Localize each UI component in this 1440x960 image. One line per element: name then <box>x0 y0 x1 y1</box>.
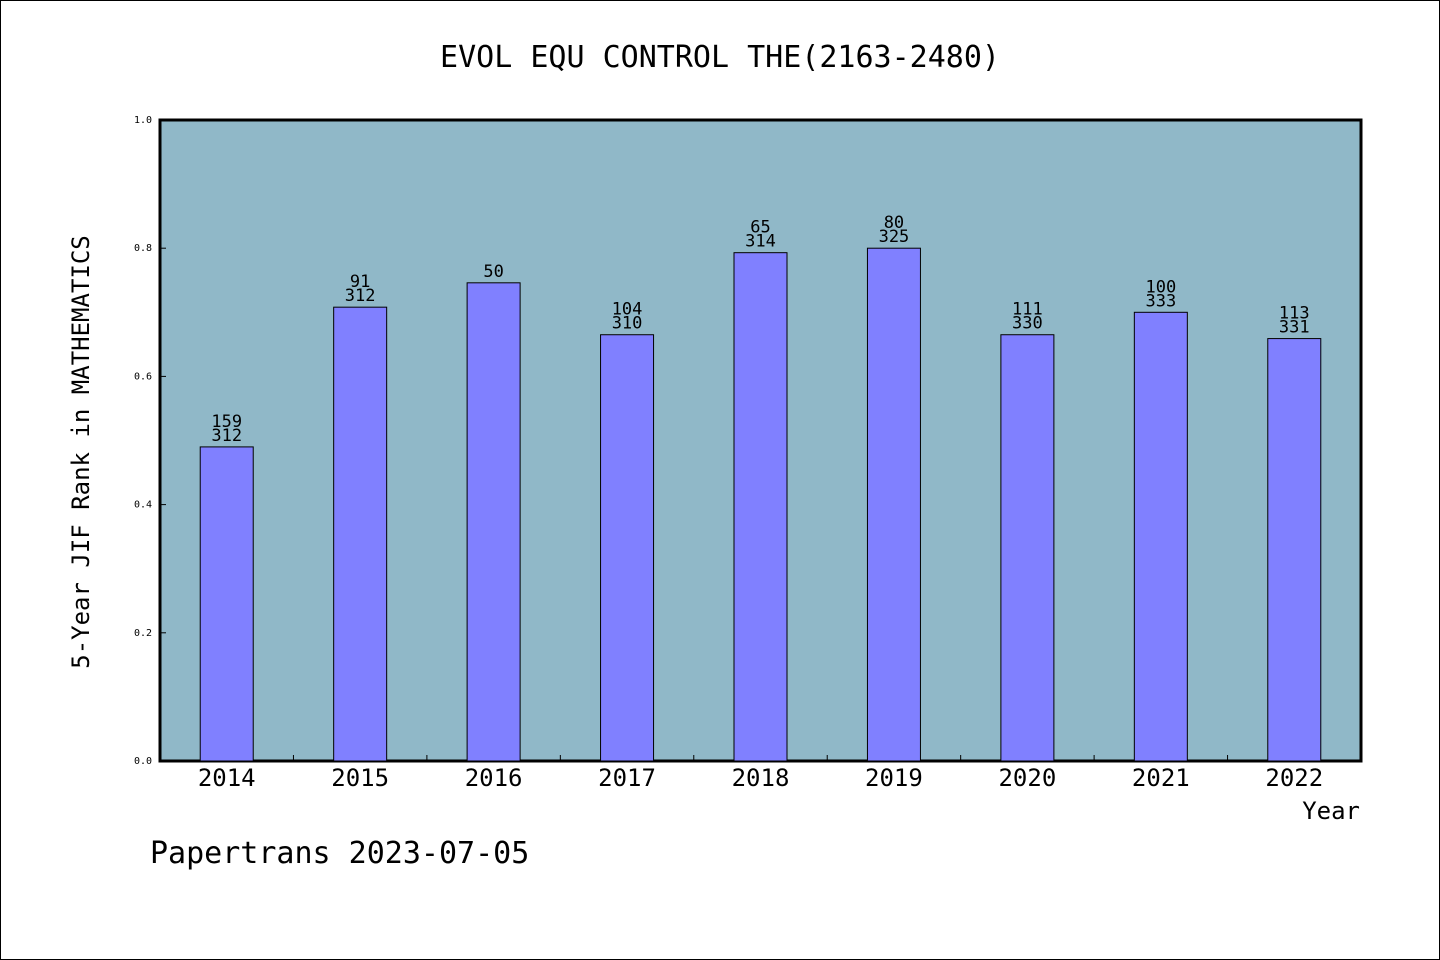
bar-2021 <box>1133 311 1188 762</box>
y-tick-label: 0.0 <box>134 756 152 767</box>
x-tick-label: 2021 <box>1132 764 1190 792</box>
y-axis-label: 5-Year JIF Rank in MATHEMATICS <box>67 235 95 668</box>
y-tick-label: 0.4 <box>134 500 152 511</box>
y-tick-label: 1.0 <box>134 115 152 126</box>
bar-data-label: 104 <box>612 300 643 320</box>
bar-2016 <box>466 282 521 762</box>
y-tick-label: 0.8 <box>134 243 152 254</box>
bar-data-label: 65 <box>750 218 770 238</box>
bar-data-label: 100 <box>1145 277 1176 297</box>
bar-data-label: 333 <box>1145 291 1176 311</box>
x-tick-label: 2017 <box>598 764 656 792</box>
y-tick-label: 0.2 <box>134 628 152 639</box>
bar-data-label: 113 <box>1279 304 1310 324</box>
bar-2018 <box>733 252 788 762</box>
bar-labels: 1593129131250104310653148032511133010033… <box>211 213 1309 446</box>
bar-data-label: 50 <box>483 262 503 282</box>
bar-data-label: 159 <box>211 412 242 432</box>
bar-data-label: 310 <box>612 314 643 334</box>
bar-data-label: 314 <box>745 232 776 252</box>
x-tick-label: 2016 <box>465 764 523 792</box>
bar-data-label: 91 <box>350 272 370 292</box>
watermark-text: Papertrans 2023-07-05 <box>150 836 529 871</box>
x-tick-label: 2014 <box>198 764 256 792</box>
x-tick-label: 2022 <box>1265 764 1323 792</box>
x-tick-label: 2015 <box>331 764 389 792</box>
y-tick-label: 0.6 <box>134 371 152 382</box>
bar-data-label: 80 <box>884 213 904 233</box>
bar-2014 <box>199 446 254 762</box>
x-tick-label: 2020 <box>998 764 1056 792</box>
bar-data-label: 312 <box>211 426 242 446</box>
bar-2022 <box>1267 338 1322 762</box>
x-tick-label: 2018 <box>732 764 790 792</box>
y-axis-ticks: 0.0 0.2 0.4 0.6 0.8 1.0 <box>134 115 166 767</box>
bar-data-label: 331 <box>1279 318 1310 338</box>
bar-2020 <box>1000 334 1055 762</box>
bar-2017 <box>600 334 655 762</box>
x-tick-label: 2019 <box>865 764 923 792</box>
chart-title: EVOL EQU CONTROL THE(2163-2480) <box>440 40 1000 75</box>
bar-data-label: 330 <box>1012 314 1043 334</box>
bar-data-label: 312 <box>345 286 376 306</box>
bar-2015 <box>333 306 388 762</box>
bar-data-label: 325 <box>879 227 910 247</box>
x-axis-ticks: 2014 2015 2016 2017 2018 2019 2020 2021 2022 <box>198 755 1323 792</box>
bar-data-label: 111 <box>1012 300 1043 320</box>
bars <box>199 247 1322 762</box>
bar-2019 <box>866 247 921 762</box>
x-axis-label: Year <box>1302 797 1360 825</box>
